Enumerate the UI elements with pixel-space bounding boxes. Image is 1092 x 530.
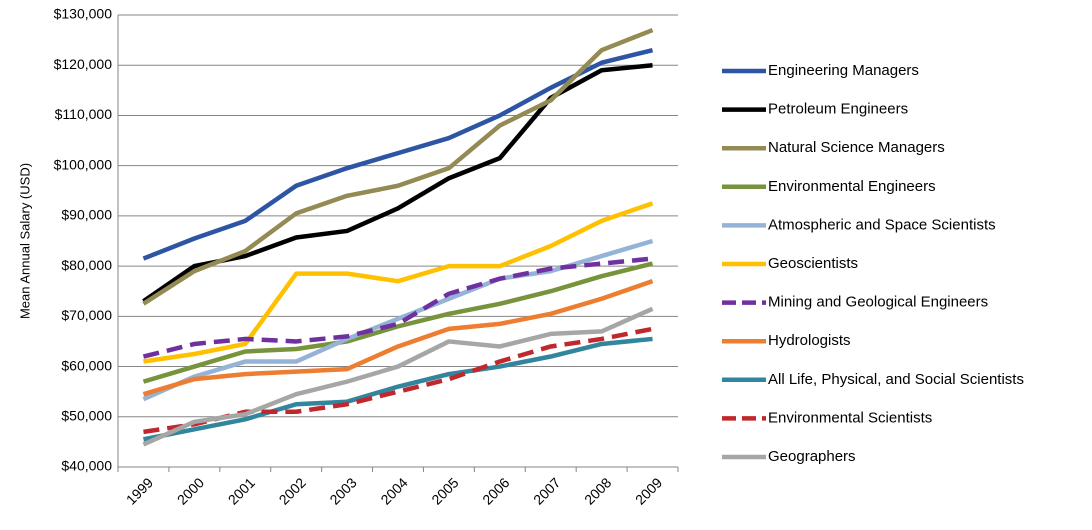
y-tick-label: $110,000 bbox=[55, 106, 113, 122]
x-tick-label: 2008 bbox=[581, 474, 614, 507]
legend-label: Engineering Managers bbox=[768, 62, 919, 79]
y-tick-label: $70,000 bbox=[61, 307, 112, 323]
legend-label: Petroleum Engineers bbox=[768, 101, 908, 118]
x-tick-label: 2009 bbox=[632, 474, 665, 507]
x-tick-label: 2003 bbox=[326, 474, 359, 507]
legend-label: Natural Science Managers bbox=[768, 139, 945, 156]
legend-label: Environmental Scientists bbox=[768, 409, 932, 426]
series-line bbox=[142, 279, 654, 397]
legend-label: Atmospheric and Space Scientists bbox=[768, 216, 996, 233]
y-tick-label: $90,000 bbox=[61, 207, 112, 223]
x-tick-label: 2005 bbox=[428, 474, 461, 507]
legend-label: All Life, Physical, and Social Scientist… bbox=[768, 371, 1024, 388]
legend-label: Geoscientists bbox=[768, 255, 858, 272]
x-tick-label: 2002 bbox=[276, 474, 309, 507]
y-tick-label: $60,000 bbox=[61, 357, 112, 373]
series-line bbox=[143, 336, 653, 442]
series-line bbox=[143, 201, 654, 364]
series-line bbox=[142, 27, 654, 306]
legend-label: Environmental Engineers bbox=[768, 178, 936, 195]
series-line bbox=[142, 47, 654, 261]
y-tick-label: $50,000 bbox=[61, 407, 112, 423]
legend-label: Geographers bbox=[768, 448, 856, 465]
x-tick-label: 2000 bbox=[174, 474, 207, 507]
y-tick-label: $40,000 bbox=[61, 458, 112, 474]
legend-label: Mining and Geological Engineers bbox=[768, 294, 988, 311]
series-line bbox=[142, 261, 654, 384]
series-line bbox=[142, 306, 654, 447]
y-tick-label: $80,000 bbox=[61, 257, 112, 273]
series-line bbox=[142, 256, 653, 359]
y-tick-label: $130,000 bbox=[54, 6, 113, 22]
x-tick-label: 2006 bbox=[479, 474, 512, 507]
x-tick-label: 2007 bbox=[530, 474, 563, 507]
y-tick-label: $120,000 bbox=[54, 56, 113, 72]
legend-label: Hydrologists bbox=[768, 332, 851, 349]
x-tick-label: 1999 bbox=[123, 474, 156, 507]
x-tick-label: 2001 bbox=[225, 474, 258, 507]
y-axis-label: Mean Annual Salary (USD) bbox=[17, 163, 32, 319]
x-tick-label: 2004 bbox=[377, 474, 410, 507]
y-tick-label: $100,000 bbox=[54, 156, 113, 172]
